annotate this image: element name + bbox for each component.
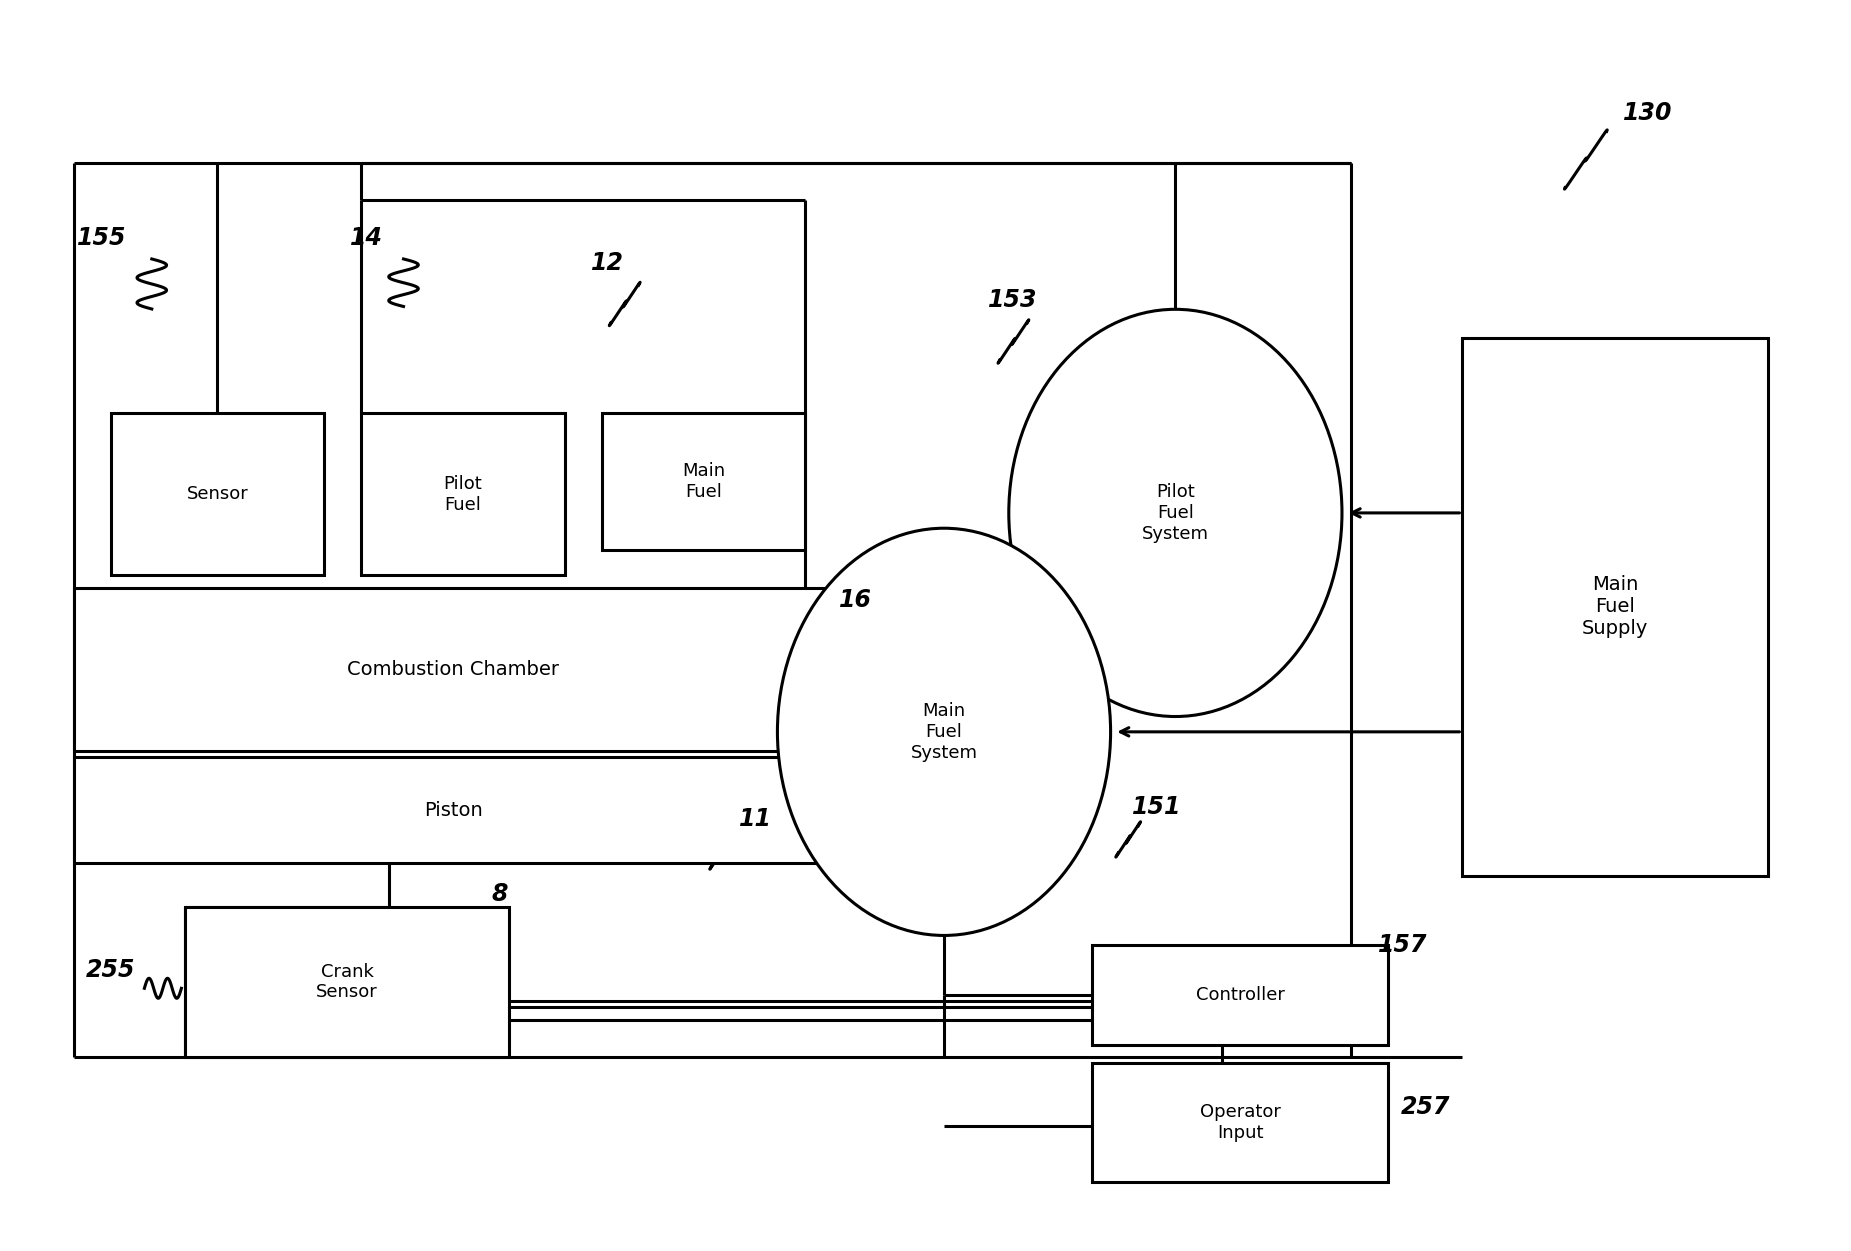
FancyBboxPatch shape <box>1462 338 1768 876</box>
Text: Sensor: Sensor <box>187 485 248 503</box>
FancyBboxPatch shape <box>361 413 565 575</box>
Text: 11: 11 <box>739 807 772 832</box>
Text: Pilot
Fuel: Pilot Fuel <box>444 474 481 514</box>
Text: 257: 257 <box>1401 1095 1449 1120</box>
Text: 157: 157 <box>1379 932 1427 957</box>
Text: Main
Fuel
Supply: Main Fuel Supply <box>1583 575 1647 638</box>
Text: 153: 153 <box>988 288 1037 313</box>
Text: Crank
Sensor: Crank Sensor <box>317 962 378 1002</box>
Text: 130: 130 <box>1623 100 1671 125</box>
FancyBboxPatch shape <box>185 907 509 1057</box>
FancyBboxPatch shape <box>602 413 805 550</box>
FancyBboxPatch shape <box>74 588 833 751</box>
Ellipse shape <box>1009 309 1342 717</box>
Text: 8: 8 <box>492 882 507 907</box>
FancyBboxPatch shape <box>111 413 324 575</box>
Text: Controller: Controller <box>1196 986 1285 1003</box>
Text: 14: 14 <box>350 225 383 250</box>
FancyBboxPatch shape <box>1092 1063 1388 1182</box>
Text: 155: 155 <box>78 225 126 250</box>
FancyBboxPatch shape <box>74 757 833 863</box>
Text: 151: 151 <box>1133 794 1181 819</box>
Text: 12: 12 <box>590 250 624 275</box>
FancyBboxPatch shape <box>1092 945 1388 1045</box>
Text: 16: 16 <box>839 588 872 613</box>
Text: Main
Fuel
System: Main Fuel System <box>911 702 977 762</box>
Text: 255: 255 <box>87 957 135 982</box>
Text: Combustion Chamber: Combustion Chamber <box>348 659 559 679</box>
Ellipse shape <box>777 528 1111 936</box>
Text: Piston: Piston <box>424 801 483 819</box>
Text: Pilot
Fuel
System: Pilot Fuel System <box>1142 483 1209 543</box>
Text: Operator
Input: Operator Input <box>1199 1103 1281 1142</box>
Text: Main
Fuel: Main Fuel <box>681 462 726 502</box>
